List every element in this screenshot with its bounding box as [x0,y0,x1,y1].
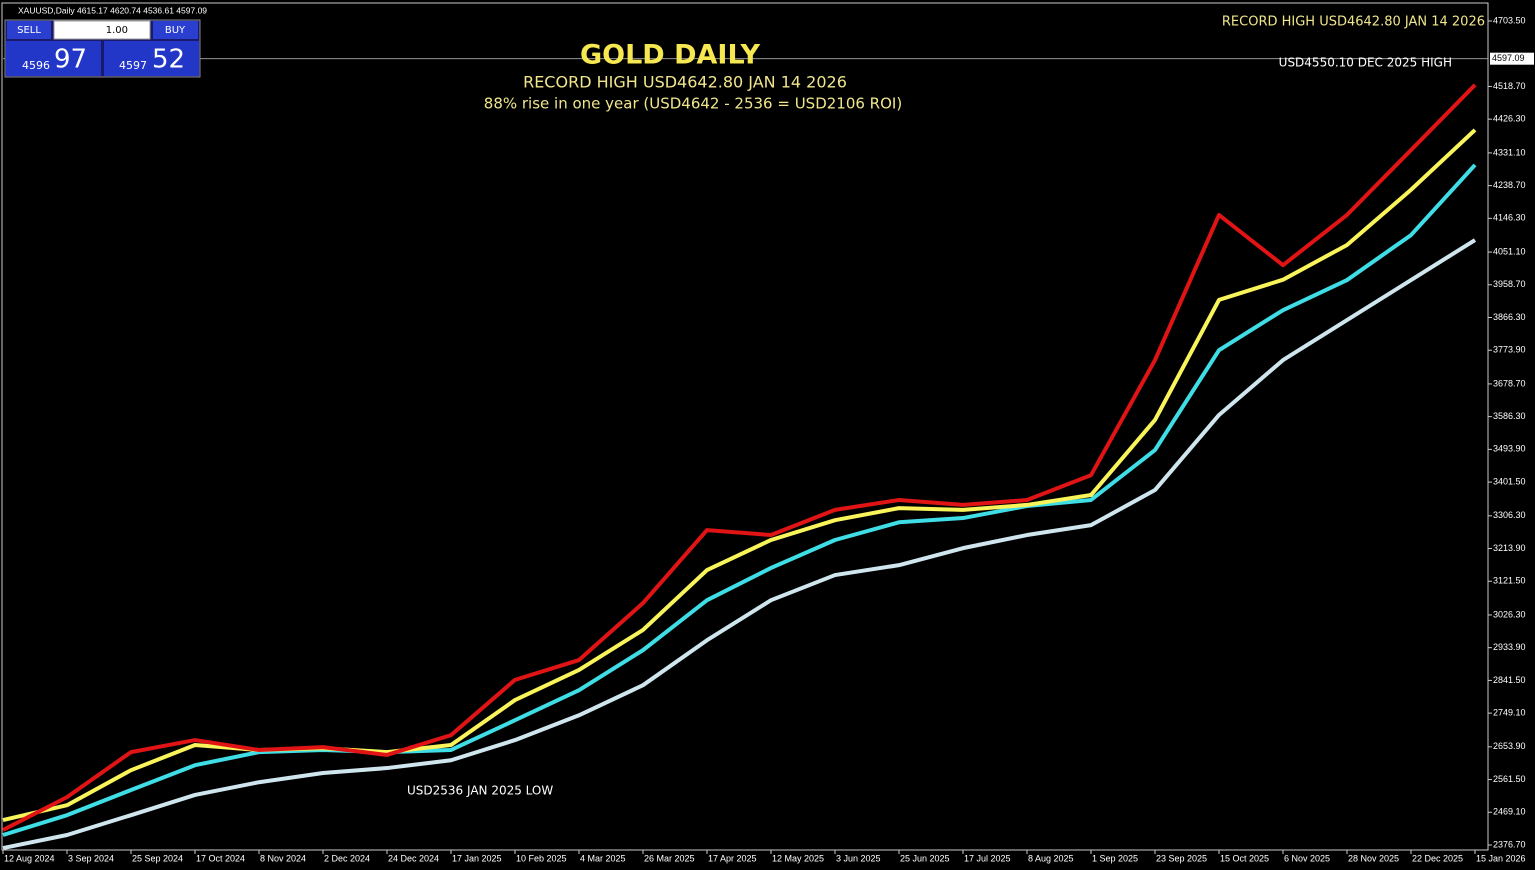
x-tick-label: 17 Oct 2024 [196,853,245,863]
y-tick-label: 3866.30 [1493,312,1526,322]
y-tick-label: 2376.70 [1493,839,1526,849]
x-tick-label: 17 Jan 2025 [452,853,502,863]
y-tick-label: 4703.50 [1493,15,1526,25]
y-tick-label: 4146.30 [1493,213,1526,223]
y-tick-label: 4051.10 [1493,246,1526,256]
sell-price-box[interactable] [6,41,101,76]
y-tick-label: 3773.90 [1493,345,1526,355]
x-tick-label: 15 Jan 2026 [1476,853,1526,863]
x-tick-label: 23 Sep 2025 [1156,853,1207,863]
y-tick-label: 2561.50 [1493,774,1526,784]
y-tick-label: 2749.10 [1493,708,1526,718]
ma-line [2,163,1477,837]
sell-price-main: 4596 [22,59,50,72]
x-tick-label: 22 Dec 2025 [1412,853,1463,863]
annotation: 88% rise in one year (USD4642 - 2536 = U… [484,95,902,113]
x-tick-label: 24 Dec 2024 [388,853,439,863]
annotation: RECORD HIGH USD4642.80 JAN 14 2026 [1222,15,1485,30]
buy-price-pips: 52 [152,45,185,75]
ma-line [2,83,1477,832]
x-tick-label: 8 Nov 2024 [260,853,306,863]
y-tick-label: 3121.50 [1493,576,1526,586]
x-tick-label: 25 Sep 2024 [132,853,183,863]
lot-value[interactable]: 1.00 [106,25,128,36]
price-tag: 4597.09 [1492,53,1525,63]
y-tick-label: 3306.30 [1493,510,1526,520]
x-tick-label: 10 Feb 2025 [516,853,567,863]
x-tick-label: 3 Sep 2024 [68,853,114,863]
x-tick-label: 12 May 2025 [772,853,824,863]
x-tick-label: 1 Sep 2025 [1092,853,1138,863]
y-tick-label: 4518.70 [1493,81,1526,91]
y-tick-label: 3026.30 [1493,609,1526,619]
y-tick-label: 3213.90 [1493,543,1526,553]
plot-frame [1,2,1489,851]
x-tick-label: 25 Jun 2025 [900,853,950,863]
y-tick-label: 3678.70 [1493,378,1526,388]
y-tick-label: 2653.90 [1493,741,1526,751]
annotation: USD4550.10 DEC 2025 HIGH [1279,56,1452,70]
sell-label[interactable]: SELL [17,25,41,36]
x-tick-label: 6 Nov 2025 [1284,853,1330,863]
y-tick-label: 4331.10 [1493,147,1526,157]
x-tick-label: 17 Jul 2025 [964,853,1011,863]
chart-title: GOLD DAILY [580,40,760,71]
x-tick-label: 12 Aug 2024 [4,853,55,863]
ma-line [2,238,1477,851]
y-tick-label: 3493.90 [1493,444,1526,454]
y-tick-label: 2841.50 [1493,675,1526,685]
annotation: RECORD HIGH USD4642.80 JAN 14 2026 [523,73,847,92]
price-tag-bg [1490,52,1534,65]
y-tick-label: 4426.30 [1493,114,1526,124]
buy-button[interactable] [153,21,198,39]
sell-button[interactable] [7,21,51,39]
x-tick-label: 3 Jun 2025 [836,853,881,863]
y-tick-label: 3586.30 [1493,411,1526,421]
x-tick-label: 26 Mar 2025 [644,853,695,863]
trade-panel: SELL 1.00 BUY 4596 97 4597 52 [4,19,201,78]
lot-field[interactable] [53,20,151,40]
buy-price-main: 4597 [119,59,147,72]
x-tick-label: 2 Dec 2024 [324,853,370,863]
buy-price-box[interactable] [104,41,199,76]
y-tick-label: 2933.90 [1493,642,1526,652]
x-tick-label: 4 Mar 2025 [580,853,626,863]
x-tick-label: 8 Aug 2025 [1028,853,1074,863]
buy-label[interactable]: BUY [165,25,186,36]
x-tick-label: 28 Nov 2025 [1348,853,1399,863]
symbol-info: XAUUSD,Daily 4615.17 4620.74 4536.61 459… [18,5,207,15]
y-tick-label: 4238.70 [1493,180,1526,190]
ma-line [2,128,1477,823]
sell-price-pips: 97 [54,45,87,75]
annotation: USD2536 JAN 2025 LOW [407,784,553,798]
plot-layer [2,58,1488,851]
y-tick-label: 2469.10 [1493,807,1526,817]
y-tick-label: 3958.70 [1493,279,1526,289]
x-tick-label: 17 Apr 2025 [708,853,757,863]
y-tick-label: 3401.50 [1493,476,1526,486]
x-tick-label: 15 Oct 2025 [1220,853,1269,863]
